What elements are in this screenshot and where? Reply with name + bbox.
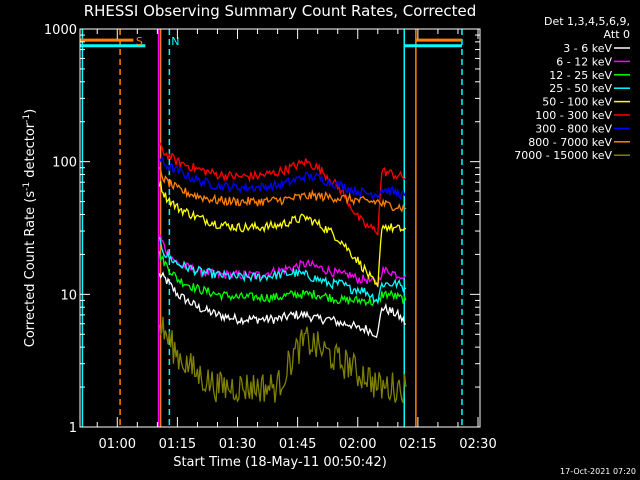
legend-label: 6 - 12 keV bbox=[556, 55, 612, 68]
series-line bbox=[158, 236, 407, 306]
series-line bbox=[158, 251, 407, 307]
x-tick-label: 01:00 bbox=[99, 437, 136, 452]
legend-label: 3 - 6 keV bbox=[563, 42, 612, 55]
y-tick-label: 1 bbox=[69, 421, 77, 436]
legend-label: 100 - 300 keV bbox=[535, 109, 612, 122]
y-tick-label: 100 bbox=[52, 156, 77, 171]
legend-label: 25 - 50 keV bbox=[549, 82, 612, 95]
x-tick-label: 02:30 bbox=[459, 437, 496, 452]
legend-label: 50 - 100 keV bbox=[542, 96, 612, 109]
series-line bbox=[158, 142, 407, 236]
flag-label: S bbox=[136, 35, 143, 48]
legend-header-line-2: Att 0 bbox=[604, 28, 630, 41]
legend-label: 300 - 800 keV bbox=[535, 122, 612, 135]
x-tick-label: 01:30 bbox=[219, 437, 256, 452]
x-axis-label: Start Time (18-May-11 00:50:42) bbox=[173, 455, 387, 470]
plot-frame bbox=[79, 28, 481, 428]
x-tick-label: 01:45 bbox=[279, 437, 316, 452]
series-line bbox=[158, 167, 407, 213]
chart-title: RHESSI Observing Summary Count Rates, Co… bbox=[84, 2, 477, 20]
footer-timestamp: 17-Oct-2021 07:20 bbox=[560, 467, 636, 476]
y-tick-label: 10 bbox=[60, 288, 77, 303]
series-line bbox=[158, 180, 407, 287]
series-line bbox=[158, 271, 407, 339]
y-axis-label: Corrected Count Rate (s-1 detector-1) bbox=[22, 109, 38, 347]
legend-header-line-1: Det 1,3,4,5,6,9, bbox=[544, 15, 630, 28]
series-group bbox=[158, 142, 407, 404]
x-tick-label: 02:15 bbox=[399, 437, 436, 452]
legend-label: 7000 - 15000 keV bbox=[514, 149, 612, 162]
x-axis-ticks: 01:00 01:15 01:30 01:45 02:00 02:15 02:30 bbox=[96, 29, 497, 452]
y-tick-label: 1000 bbox=[44, 23, 77, 38]
legend-label: 12 - 25 keV bbox=[549, 69, 612, 82]
flag-label: N bbox=[171, 35, 179, 48]
series-line bbox=[158, 316, 407, 404]
x-tick-label: 02:00 bbox=[339, 437, 376, 452]
x-tick-label: 01:15 bbox=[159, 437, 196, 452]
legend-label: 800 - 7000 keV bbox=[528, 136, 612, 149]
series-line bbox=[158, 155, 407, 200]
